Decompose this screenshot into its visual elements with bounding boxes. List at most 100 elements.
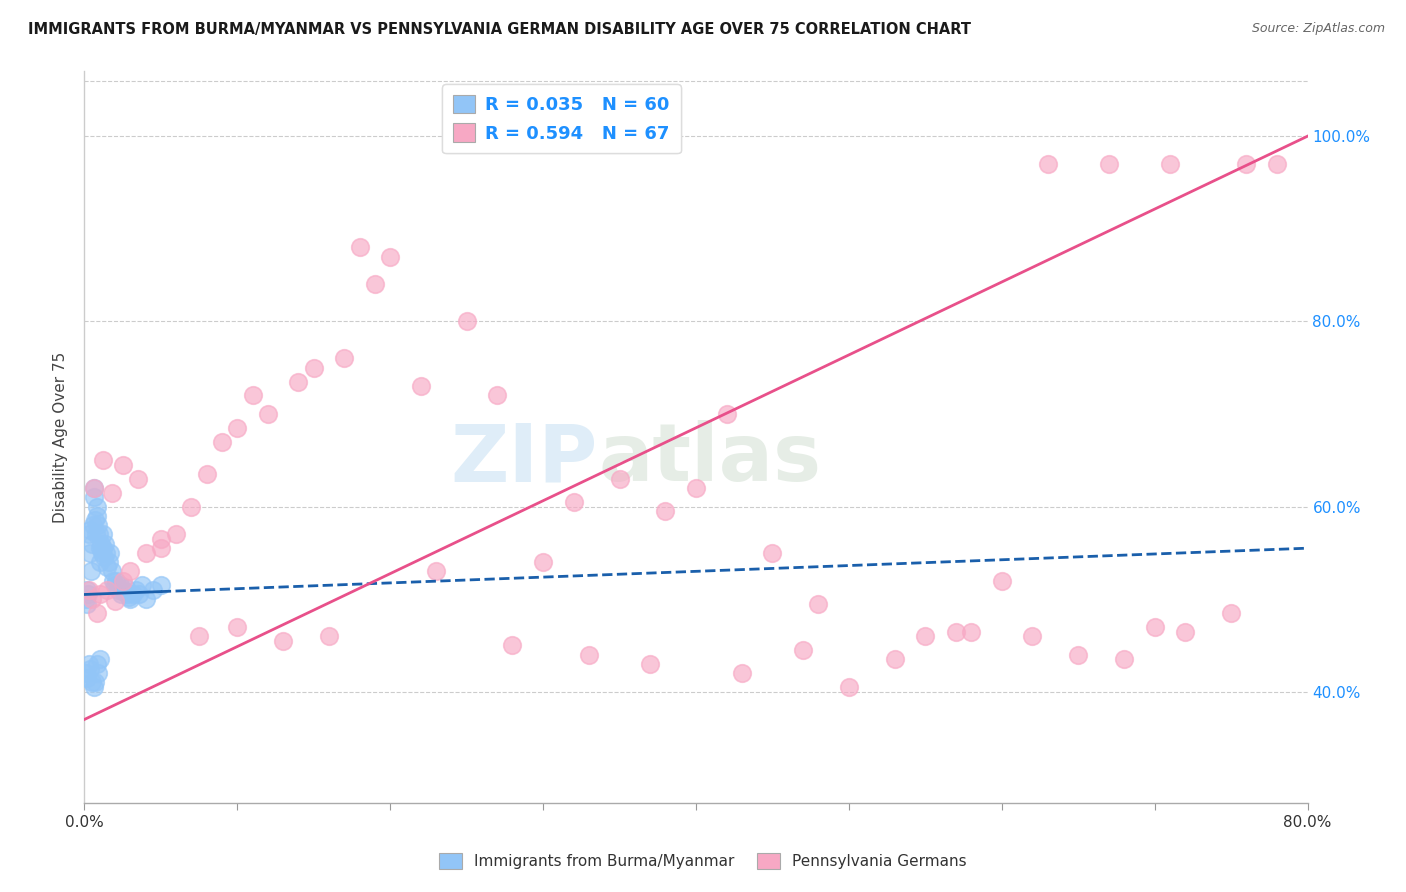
Point — [1021, 629, 1043, 643]
Point — [165, 527, 187, 541]
Point — [87, 527, 110, 541]
Point — [654, 504, 676, 518]
Point — [195, 467, 218, 482]
Point — [84, 527, 107, 541]
Point — [87, 518, 110, 533]
Point — [731, 666, 754, 681]
Point — [96, 582, 118, 597]
Point — [77, 527, 100, 541]
Point — [333, 351, 356, 366]
Point — [75, 592, 97, 607]
Point — [120, 565, 142, 579]
Point — [112, 584, 135, 599]
Point — [97, 555, 120, 569]
Point — [257, 407, 280, 421]
Point — [80, 675, 103, 690]
Point — [135, 592, 157, 607]
Point — [1159, 157, 1181, 171]
Legend: R = 0.035   N = 60, R = 0.594   N = 67: R = 0.035 N = 60, R = 0.594 N = 67 — [441, 84, 681, 153]
Point — [89, 541, 111, 556]
Point — [77, 582, 100, 597]
Point — [94, 536, 117, 550]
Point — [287, 375, 309, 389]
Point — [77, 657, 100, 671]
Point — [80, 592, 103, 607]
Point — [83, 680, 105, 694]
Legend: Immigrants from Burma/Myanmar, Pennsylvania Germans: Immigrants from Burma/Myanmar, Pennsylva… — [433, 847, 973, 875]
Point — [945, 624, 967, 639]
Point — [91, 453, 114, 467]
Point — [75, 666, 97, 681]
Point — [425, 565, 447, 579]
Point — [93, 541, 115, 556]
Point — [226, 620, 249, 634]
Point — [82, 518, 104, 533]
Point — [1174, 624, 1197, 639]
Point — [807, 597, 830, 611]
Point — [91, 546, 114, 560]
Point — [76, 597, 98, 611]
Point — [89, 587, 111, 601]
Point — [91, 527, 114, 541]
Point — [302, 360, 325, 375]
Point — [1265, 157, 1288, 171]
Point — [1036, 157, 1059, 171]
Point — [83, 481, 105, 495]
Point — [93, 550, 115, 565]
Point — [685, 481, 707, 495]
Point — [991, 574, 1014, 588]
Point — [79, 523, 101, 537]
Point — [111, 574, 134, 588]
Text: atlas: atlas — [598, 420, 821, 498]
Point — [107, 582, 129, 597]
Point — [349, 240, 371, 254]
Point — [79, 661, 101, 675]
Point — [456, 314, 478, 328]
Point — [502, 639, 524, 653]
Point — [114, 581, 136, 595]
Point — [96, 559, 118, 574]
Point — [84, 513, 107, 527]
Y-axis label: Disability Age Over 75: Disability Age Over 75 — [53, 351, 69, 523]
Point — [83, 490, 105, 504]
Point — [104, 578, 127, 592]
Point — [1143, 620, 1166, 634]
Point — [105, 574, 128, 588]
Point — [883, 652, 905, 666]
Point — [108, 578, 131, 592]
Point — [149, 578, 172, 592]
Text: Source: ZipAtlas.com: Source: ZipAtlas.com — [1251, 22, 1385, 36]
Point — [1098, 157, 1121, 171]
Point — [110, 587, 132, 601]
Point — [86, 606, 108, 620]
Point — [87, 666, 110, 681]
Point — [86, 508, 108, 523]
Point — [84, 675, 107, 690]
Point — [86, 657, 108, 671]
Point — [761, 546, 783, 560]
Point — [79, 546, 101, 560]
Text: IMMIGRANTS FROM BURMA/MYANMAR VS PENNSYLVANIA GERMAN DISABILITY AGE OVER 75 CORR: IMMIGRANTS FROM BURMA/MYANMAR VS PENNSYL… — [28, 22, 972, 37]
Point — [98, 546, 121, 560]
Point — [226, 421, 249, 435]
Point — [1067, 648, 1090, 662]
Point — [128, 587, 150, 601]
Point — [94, 546, 117, 560]
Point — [486, 388, 509, 402]
Point — [318, 629, 340, 643]
Point — [80, 536, 103, 550]
Point — [638, 657, 661, 671]
Point — [122, 587, 145, 601]
Point — [578, 648, 600, 662]
Point — [125, 582, 148, 597]
Point — [89, 555, 111, 569]
Point — [211, 434, 233, 449]
Point — [80, 565, 103, 579]
Point — [562, 495, 585, 509]
Point — [914, 629, 936, 643]
Point — [271, 633, 294, 648]
Point — [111, 582, 134, 597]
Point — [89, 652, 111, 666]
Point — [120, 592, 142, 607]
Point — [115, 587, 138, 601]
